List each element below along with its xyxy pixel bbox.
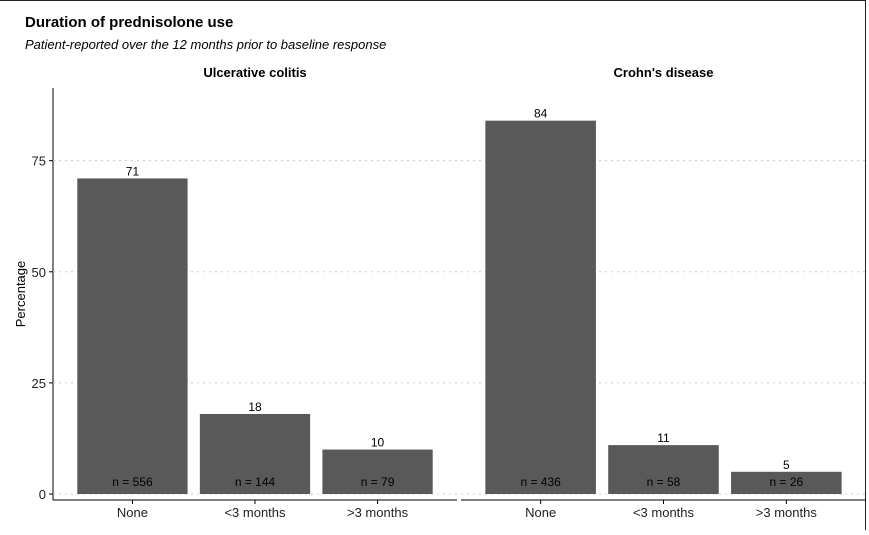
y-tick-label: 50 — [32, 265, 46, 280]
panel-title: Crohn's disease — [614, 65, 714, 80]
bar-n-label: n = 58 — [647, 475, 681, 489]
bar — [608, 445, 719, 494]
bar-n-label: n = 556 — [112, 475, 153, 489]
bar — [322, 449, 433, 494]
x-tick-label: None — [117, 505, 148, 520]
chart-subtitle: Patient-reported over the 12 months prio… — [25, 37, 387, 52]
bar — [77, 178, 188, 494]
y-tick-label: 25 — [32, 376, 46, 391]
bar — [731, 471, 842, 494]
bar — [485, 120, 596, 495]
bar — [199, 414, 311, 494]
x-tick-label: >3 months — [347, 505, 409, 520]
bar-n-label: n = 79 — [361, 475, 395, 489]
y-axis-label: Percentage — [13, 261, 28, 328]
bar-n-label: n = 436 — [520, 475, 561, 489]
bar-n-label: n = 144 — [235, 475, 276, 489]
bar-value-label: 18 — [248, 400, 262, 414]
bar-value-label: 11 — [657, 431, 670, 445]
bar-value-label: 71 — [126, 164, 140, 178]
panel-title: Ulcerative colitis — [203, 65, 306, 80]
bar-value-label: 84 — [534, 107, 548, 121]
bar-value-label: 10 — [371, 436, 385, 450]
x-tick-label: >3 months — [756, 505, 818, 520]
chart-title: Duration of prednisolone use — [25, 14, 234, 31]
x-tick-label: <3 months — [633, 505, 695, 520]
bar-n-label: n = 26 — [769, 475, 803, 489]
x-tick-label: <3 months — [224, 505, 286, 520]
y-tick-label: 75 — [32, 154, 46, 169]
x-tick-label: None — [525, 505, 556, 520]
bar-value-label: 5 — [783, 458, 790, 472]
y-tick-label: 0 — [39, 487, 46, 502]
